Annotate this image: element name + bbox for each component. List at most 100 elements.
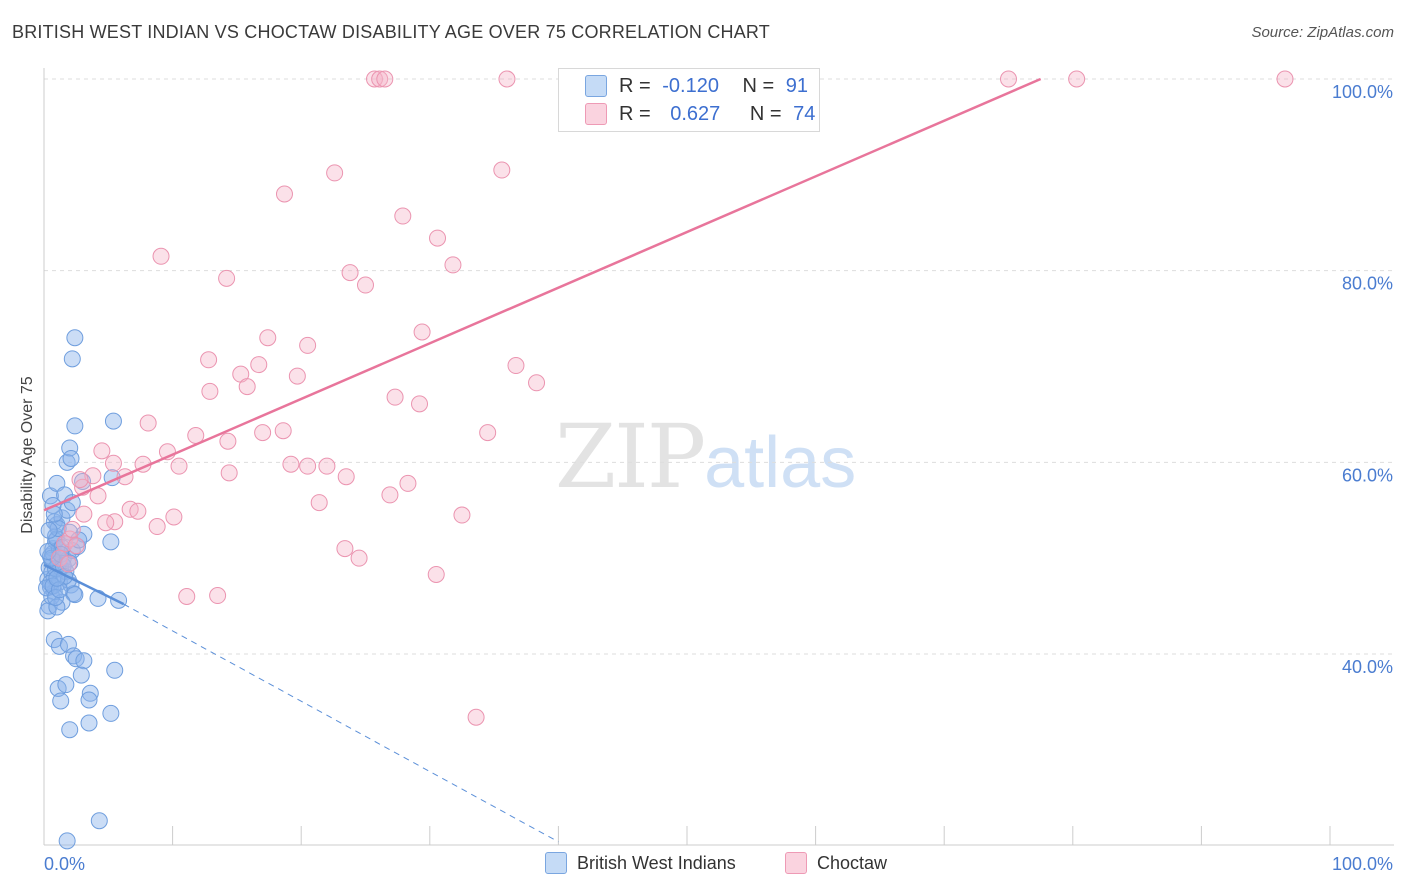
watermark-zip: ZIP: [555, 405, 706, 508]
data-point-british-west-indians: [47, 588, 65, 606]
legend-r-value: 0.627: [670, 102, 721, 125]
data-point-choctaw: [218, 269, 236, 287]
data-point-british-west-indians: [80, 691, 98, 709]
data-point-choctaw: [71, 471, 89, 489]
correlation-legend: R = -0.120 N = 91 R = 0.627 N = 74: [558, 68, 820, 132]
data-point-british-west-indians: [61, 721, 79, 739]
y-tick-label: 100.0%: [1332, 82, 1393, 102]
data-point-choctaw: [238, 378, 256, 396]
data-point-choctaw: [139, 414, 157, 432]
legend-label: Choctaw: [817, 852, 888, 873]
data-point-choctaw: [299, 336, 317, 354]
data-point-choctaw: [357, 276, 374, 294]
data-point-choctaw: [341, 264, 359, 282]
data-point-choctaw: [1068, 70, 1086, 88]
data-point-choctaw: [282, 455, 300, 473]
legend-r-value: -0.120: [662, 74, 719, 97]
data-point-british-west-indians: [39, 602, 57, 620]
watermark: ZIPatlas: [555, 405, 856, 508]
data-point-choctaw: [59, 555, 77, 573]
data-point-british-west-indians: [80, 714, 98, 732]
data-point-british-west-indians: [102, 704, 120, 722]
data-point-choctaw: [394, 207, 412, 225]
data-point-choctaw: [93, 442, 111, 460]
source-credit: Source: ZipAtlas.com: [1251, 24, 1394, 41]
data-point-choctaw: [209, 587, 227, 605]
data-point-choctaw: [411, 395, 429, 413]
data-point-choctaw: [386, 388, 404, 406]
data-point-choctaw: [259, 329, 277, 347]
y-tick-label: 80.0%: [1342, 274, 1393, 294]
data-point-choctaw: [310, 494, 328, 512]
x-tick-label: 100.0%: [1332, 854, 1393, 874]
data-point-choctaw: [250, 356, 268, 374]
data-point-choctaw: [219, 432, 237, 450]
data-point-british-west-indians: [63, 350, 81, 368]
data-point-british-west-indians: [81, 684, 99, 702]
data-point-choctaw: [254, 424, 272, 442]
data-point-choctaw: [288, 367, 306, 385]
data-point-choctaw: [152, 247, 170, 265]
data-point-british-west-indians: [90, 812, 108, 830]
trend-line-extension-british-west-indians: [123, 603, 559, 843]
data-point-british-west-indians: [65, 647, 83, 665]
data-point-british-west-indians: [102, 533, 120, 551]
data-point-choctaw: [63, 520, 81, 538]
data-point-british-west-indians: [104, 412, 122, 430]
data-point-british-west-indians: [65, 585, 83, 603]
data-point-british-west-indians: [106, 661, 124, 679]
data-point-choctaw: [274, 422, 292, 440]
data-point-choctaw: [337, 468, 355, 486]
data-point-choctaw: [399, 474, 417, 492]
data-point-choctaw: [165, 508, 183, 526]
data-point-choctaw: [1000, 70, 1017, 88]
legend-item-choctaw[interactable]: Choctaw: [785, 852, 887, 874]
legend-swatch-pink: [585, 103, 607, 125]
data-point-choctaw: [498, 70, 516, 88]
series-legend: British West Indians Choctaw: [0, 852, 1406, 878]
trend-line-british-west-indians: [43, 563, 125, 606]
data-point-choctaw: [129, 502, 147, 520]
legend-swatch-blue: [545, 852, 567, 874]
data-point-choctaw: [61, 530, 79, 548]
data-point-choctaw: [336, 540, 354, 558]
x-tick-label: 0.0%: [44, 854, 85, 874]
y-tick-label: 40.0%: [1342, 657, 1393, 677]
legend-n-value: 91: [785, 74, 809, 97]
data-point-british-west-indians: [40, 521, 58, 539]
y-tick-label: 60.0%: [1342, 465, 1393, 485]
legend-label: British West Indians: [577, 852, 736, 873]
data-point-choctaw: [326, 164, 344, 182]
data-point-choctaw: [201, 382, 219, 400]
data-point-choctaw: [507, 357, 525, 375]
data-point-choctaw: [413, 323, 431, 341]
data-point-british-west-indians: [49, 680, 67, 697]
data-point-choctaw: [106, 513, 124, 531]
legend-n-value: 74: [793, 102, 816, 125]
data-point-choctaw: [1276, 70, 1294, 88]
data-point-choctaw: [220, 464, 238, 482]
legend-n-label: N =: [749, 102, 782, 125]
legend-r-label: R =: [619, 102, 651, 125]
data-point-choctaw: [75, 505, 93, 523]
data-point-choctaw: [97, 514, 115, 532]
data-point-british-west-indians: [58, 832, 76, 850]
data-point-british-west-indians: [66, 586, 84, 604]
data-point-choctaw: [493, 161, 511, 179]
data-point-british-west-indians: [74, 473, 92, 490]
data-point-choctaw: [467, 708, 485, 726]
data-point-choctaw: [170, 457, 188, 475]
legend-item-british-west-indians[interactable]: British West Indians: [545, 852, 736, 874]
data-point-choctaw: [178, 588, 196, 605]
data-point-choctaw: [366, 70, 384, 88]
watermark-atlas: atlas: [704, 423, 857, 503]
data-point-choctaw: [427, 565, 445, 583]
legend-swatch-pink: [785, 852, 807, 874]
legend-r-label: R =: [619, 74, 651, 97]
trend-line-choctaw: [43, 77, 1042, 512]
data-point-choctaw: [200, 351, 218, 369]
data-point-choctaw: [350, 549, 368, 567]
data-point-choctaw: [376, 70, 394, 88]
data-point-choctaw: [299, 457, 317, 475]
